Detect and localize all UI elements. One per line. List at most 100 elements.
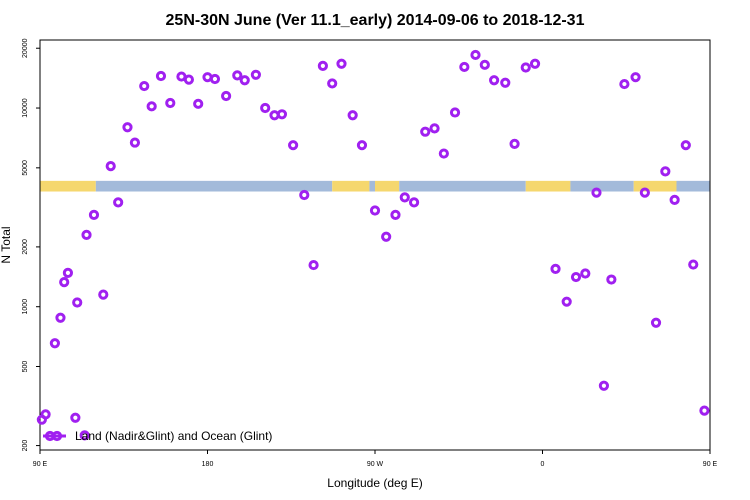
data-point	[232, 70, 243, 81]
band-segment-land	[40, 180, 96, 192]
x-tick-label: 90 E	[703, 461, 718, 468]
y-tick-label: 20000	[22, 38, 29, 58]
chart-title: 25N-30N June (Ver 11.1_early) 2014-09-06…	[166, 12, 585, 29]
band-segment-land	[375, 180, 400, 192]
data-point	[591, 187, 602, 198]
data-point	[680, 140, 691, 151]
data-point	[336, 58, 347, 69]
data-point	[529, 58, 541, 69]
data-point	[79, 430, 90, 441]
data-point	[209, 73, 221, 85]
data-point	[669, 194, 680, 205]
land-ocean-band	[40, 180, 710, 192]
data-point	[40, 409, 51, 420]
data-point	[459, 61, 470, 73]
data-point	[598, 380, 610, 391]
data-point	[59, 276, 70, 288]
data-point	[438, 148, 449, 159]
data-point	[550, 263, 561, 274]
legend-marker	[51, 430, 63, 442]
data-point	[509, 138, 520, 149]
plot-area	[39, 39, 711, 451]
data-point	[520, 62, 531, 73]
data-point	[381, 231, 392, 242]
data-point	[72, 297, 83, 308]
data-point	[288, 140, 299, 151]
x-tick-label: 90 W	[367, 461, 384, 468]
data-point	[49, 338, 60, 349]
data-point	[113, 197, 124, 208]
data-point	[260, 102, 271, 114]
data-point	[399, 192, 410, 203]
data-point	[239, 75, 250, 86]
data-point	[81, 229, 92, 240]
y-tick-label: 1000	[22, 299, 29, 315]
band-segment-ocean	[399, 180, 526, 192]
data-point	[98, 289, 109, 300]
data-point	[221, 90, 232, 102]
x-tick-label: 180	[202, 461, 214, 468]
data-point	[561, 296, 572, 307]
data-point	[193, 98, 204, 109]
band-segment-ocean	[570, 180, 634, 192]
data-point	[317, 60, 328, 71]
band-segment-land	[332, 180, 370, 192]
data-point	[165, 97, 176, 109]
data-point	[139, 80, 150, 92]
data-point	[155, 70, 167, 82]
data-point	[183, 74, 194, 85]
data-point	[105, 161, 116, 172]
data-point	[580, 268, 591, 279]
y-tick-label: 2000	[22, 239, 29, 255]
band-segment-land	[633, 180, 677, 192]
data-point	[660, 166, 671, 177]
data-point	[70, 412, 81, 423]
data-point	[639, 187, 650, 198]
data-point	[347, 110, 358, 121]
data-point	[129, 137, 141, 148]
data-point	[250, 69, 261, 80]
data-point	[606, 274, 617, 285]
x-tick-label: 0	[541, 461, 545, 468]
data-point	[299, 189, 310, 201]
data-point	[308, 259, 319, 271]
data-point	[630, 72, 641, 83]
x-axis-label: Longitude (deg E)	[327, 476, 422, 490]
legend-label: Land (Nadir&Glint) and Ocean (Glint)	[75, 429, 272, 443]
data-point	[327, 78, 338, 89]
data-point	[688, 259, 699, 270]
data-point	[420, 126, 431, 137]
data-point	[570, 271, 582, 283]
x-tick-label: 90 E	[33, 461, 48, 468]
y-tick-label: 5000	[22, 160, 29, 176]
data-point	[470, 49, 481, 61]
data-point	[650, 317, 662, 328]
data-points	[36, 49, 710, 441]
data-point	[449, 107, 461, 118]
data-point	[699, 405, 710, 416]
data-point	[88, 209, 100, 220]
data-point	[429, 123, 440, 134]
y-tick-label: 10000	[22, 98, 29, 118]
data-point	[276, 109, 288, 120]
data-point	[479, 59, 490, 70]
y-tick-label: 500	[22, 361, 29, 373]
y-tick-label: 200	[22, 440, 29, 452]
data-point	[62, 267, 74, 278]
band-segment-ocean	[369, 180, 375, 192]
band-segment-ocean	[676, 180, 710, 192]
data-point	[408, 197, 420, 208]
data-point	[146, 101, 157, 112]
data-point	[369, 205, 381, 216]
data-point	[55, 312, 66, 323]
data-point	[356, 140, 368, 151]
band-segment-land	[525, 180, 571, 192]
data-point	[390, 209, 401, 220]
legend: Land (Nadir&Glint) and Ocean (Glint)	[43, 429, 272, 443]
data-point	[122, 122, 133, 133]
y-axis-label: N Total	[0, 226, 13, 263]
data-point	[489, 75, 500, 86]
axis-ticks: 90 E 180 90 W 0 90 E 200 500 1000 2000 5000 10000 2…	[22, 38, 718, 468]
data-point	[500, 77, 511, 88]
